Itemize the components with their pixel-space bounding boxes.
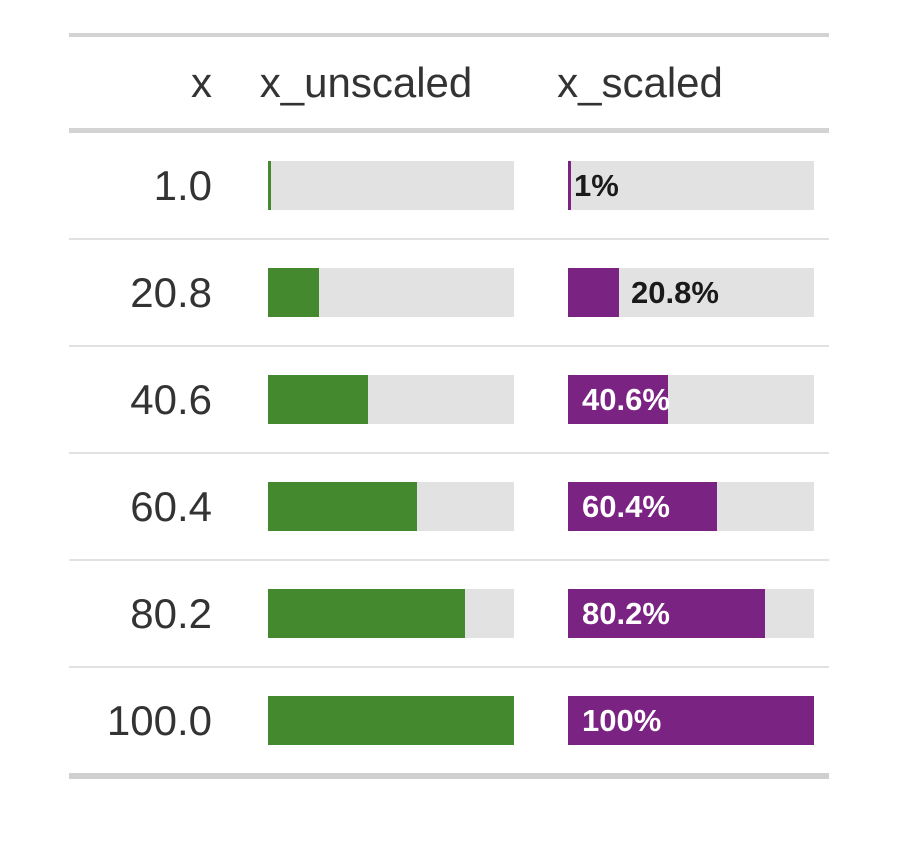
scaled-bar-track: 80.2%: [568, 589, 814, 638]
unscaled-bar-fill: [268, 482, 417, 531]
unscaled-bar-track: [268, 696, 514, 745]
scaled-bar-fill: [568, 482, 717, 531]
unscaled-bar-fill: [268, 589, 465, 638]
column-header-x-scaled: x_scaled: [557, 58, 723, 106]
x-value: 80.2: [130, 589, 212, 637]
x-value: 40.6: [130, 375, 212, 423]
x-value: 100.0: [106, 696, 212, 744]
scaled-bar-label: 100%: [582, 702, 662, 738]
table-row: 80.2 80.2%: [69, 561, 829, 668]
data-table: x x_unscaled x_scaled 1.0 1% 20.8 20.8% …: [69, 33, 829, 779]
unscaled-bar-track: [268, 482, 514, 531]
table-row: 100.0 100%: [69, 668, 829, 779]
table-row: 20.8 20.8%: [69, 240, 829, 347]
scaled-bar-label: 40.6%: [582, 381, 670, 417]
table-top-border: [69, 33, 829, 37]
scaled-bar-label: 1%: [574, 167, 619, 203]
column-header-x-unscaled: x_unscaled: [259, 58, 473, 106]
unscaled-bar-fill: [268, 161, 271, 210]
scaled-bar-fill: [568, 589, 765, 638]
table-header-row: x x_unscaled x_scaled: [69, 37, 829, 133]
table-row: 1.0 1%: [69, 133, 829, 240]
unscaled-bar-fill: [268, 375, 368, 424]
x-value: 1.0: [153, 161, 212, 209]
unscaled-bar-track: [268, 161, 514, 210]
unscaled-bar-track: [268, 375, 514, 424]
x-value: 60.4: [130, 482, 212, 530]
unscaled-bar-fill: [268, 268, 319, 317]
unscaled-bar-track: [268, 268, 514, 317]
scaled-bar-label: 20.8%: [631, 274, 719, 310]
column-header-x: x: [191, 58, 212, 106]
scaled-bar-track: 40.6%: [568, 375, 814, 424]
scaled-bar-fill: [568, 161, 571, 210]
scaled-bar-track: 60.4%: [568, 482, 814, 531]
scaled-bar-label: 60.4%: [582, 488, 670, 524]
scaled-bar-fill: [568, 375, 668, 424]
scaled-bar-track: 100%: [568, 696, 814, 745]
table-row: 60.4 60.4%: [69, 454, 829, 561]
scaled-bar-fill: [568, 268, 619, 317]
table-row: 40.6 40.6%: [69, 347, 829, 454]
scaled-bar-fill: [568, 696, 814, 745]
scaled-bar-track: 20.8%: [568, 268, 814, 317]
x-value: 20.8: [130, 268, 212, 316]
unscaled-bar-fill: [268, 696, 514, 745]
unscaled-bar-track: [268, 589, 514, 638]
scaled-bar-label: 80.2%: [582, 595, 670, 631]
scaled-bar-track: 1%: [568, 161, 814, 210]
